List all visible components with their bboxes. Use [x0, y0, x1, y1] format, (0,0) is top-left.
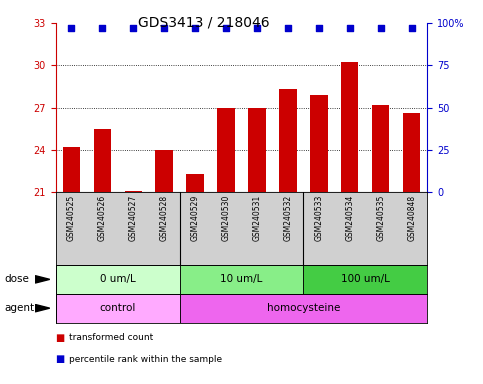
Text: GSM240535: GSM240535	[376, 195, 385, 241]
Text: GSM240531: GSM240531	[253, 195, 261, 241]
Text: GSM240529: GSM240529	[190, 195, 199, 241]
Text: GSM240532: GSM240532	[284, 195, 293, 241]
Bar	[62, 147, 80, 192]
Bar	[311, 95, 327, 192]
Text: GDS3413 / 218046: GDS3413 / 218046	[139, 15, 270, 29]
Text: homocysteine: homocysteine	[267, 303, 340, 313]
Text: ■: ■	[56, 333, 65, 343]
Text: GSM240534: GSM240534	[345, 195, 355, 241]
Text: GSM240528: GSM240528	[159, 195, 169, 241]
Text: percentile rank within the sample: percentile rank within the sample	[69, 354, 222, 364]
Point	[191, 25, 199, 31]
Text: GSM240533: GSM240533	[314, 195, 324, 241]
Bar	[248, 108, 266, 192]
Text: 100 um/L: 100 um/L	[341, 274, 390, 285]
Text: transformed count: transformed count	[69, 333, 153, 343]
Bar	[125, 190, 142, 192]
Bar	[180, 265, 303, 294]
Bar	[94, 129, 111, 192]
Text: ■: ■	[56, 354, 65, 364]
Point	[346, 25, 354, 31]
Bar	[341, 63, 358, 192]
Point	[284, 25, 292, 31]
Text: agent: agent	[5, 303, 35, 313]
Text: 10 um/L: 10 um/L	[220, 274, 263, 285]
Point	[98, 25, 106, 31]
Text: GSM240527: GSM240527	[128, 195, 138, 241]
Text: GSM240525: GSM240525	[67, 195, 75, 241]
Point	[67, 25, 75, 31]
Text: GSM240530: GSM240530	[222, 195, 230, 241]
Bar	[303, 265, 427, 294]
Text: GSM240848: GSM240848	[408, 195, 416, 241]
Point	[408, 25, 416, 31]
Bar	[372, 105, 389, 192]
Polygon shape	[35, 276, 50, 283]
Bar	[180, 294, 427, 323]
Bar	[56, 265, 180, 294]
Text: dose: dose	[5, 274, 30, 285]
Bar	[156, 150, 172, 192]
Text: 0 um/L: 0 um/L	[99, 274, 135, 285]
Polygon shape	[35, 305, 50, 312]
Bar	[56, 294, 180, 323]
Point	[129, 25, 137, 31]
Bar	[217, 108, 235, 192]
Point	[315, 25, 323, 31]
Bar	[186, 174, 203, 192]
Point	[377, 25, 385, 31]
Bar	[280, 89, 297, 192]
Bar	[403, 113, 421, 192]
Text: control: control	[99, 303, 136, 313]
Text: GSM240526: GSM240526	[98, 195, 107, 241]
Point	[160, 25, 168, 31]
Point	[253, 25, 261, 31]
Point	[222, 25, 230, 31]
